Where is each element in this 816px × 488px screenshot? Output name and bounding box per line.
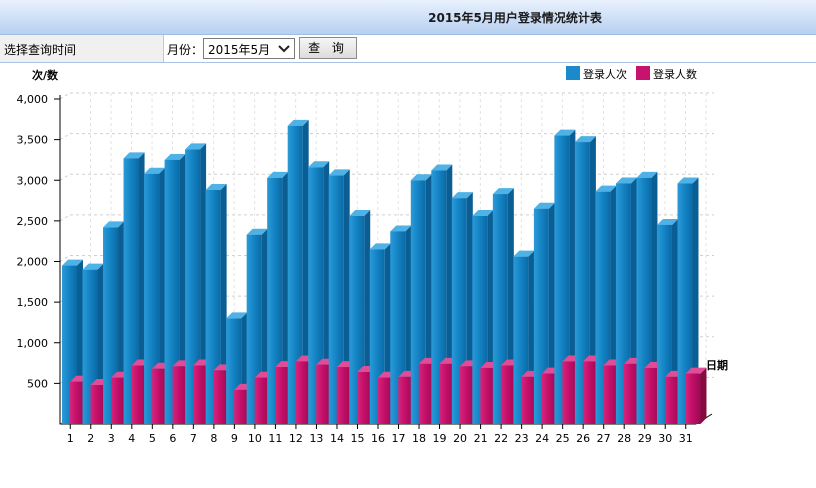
y-axis-title: 次/数 xyxy=(32,68,59,82)
x-tick-label: 5 xyxy=(149,432,156,445)
x-tick-label: 17 xyxy=(392,432,406,445)
x-tick-label: 12 xyxy=(289,432,303,445)
bar-visits xyxy=(636,171,658,424)
query-bar: 选择查询时间 xyxy=(0,35,816,63)
legend-label-users: 登录人数 xyxy=(653,67,697,81)
bar-visits xyxy=(574,136,596,424)
x-tick-label: 10 xyxy=(248,432,262,445)
x-tick-label: 29 xyxy=(638,432,652,445)
x-tick-label: 24 xyxy=(535,432,549,445)
x-tick-label: 22 xyxy=(494,432,508,445)
x-tick-label: 11 xyxy=(268,432,282,445)
x-tick-label: 2 xyxy=(87,432,94,445)
bar-visits xyxy=(205,184,227,424)
x-tick-label: 25 xyxy=(556,432,570,445)
x-tick-label: 20 xyxy=(453,432,467,445)
legend-swatch-users xyxy=(636,66,650,80)
x-tick-label: 28 xyxy=(617,432,631,445)
grid-line xyxy=(59,255,71,262)
chevron-down-icon xyxy=(278,45,290,53)
y-tick-label: 4,000 xyxy=(17,93,49,106)
x-tick-label: 4 xyxy=(128,432,135,445)
x-tick-label: 15 xyxy=(350,432,364,445)
grid-line xyxy=(59,295,71,303)
legend: 登录人次 登录人数 xyxy=(566,66,697,81)
y-tick-label: 2,000 xyxy=(17,256,49,269)
grid-line xyxy=(59,336,71,344)
y-tick-label: 500 xyxy=(27,377,48,390)
x-tick-label: 9 xyxy=(231,432,238,445)
bar-visits xyxy=(554,129,576,424)
x-tick-label: 27 xyxy=(597,432,611,445)
x-tick-label: 14 xyxy=(330,432,344,445)
bar-visits xyxy=(123,152,145,424)
grid-line xyxy=(59,92,71,100)
bar-visits xyxy=(267,171,289,424)
grid-line xyxy=(59,214,71,222)
month-select[interactable]: 2015年5月 xyxy=(203,38,295,59)
y-tick-label: 3,000 xyxy=(17,174,49,187)
x-axis-title: 日期 xyxy=(706,358,728,372)
x-tick-label: 13 xyxy=(309,432,323,445)
x-tick-label: 31 xyxy=(679,432,693,445)
x-tick-label: 1 xyxy=(67,432,74,445)
grid-line xyxy=(59,133,71,141)
month-label: 月份： xyxy=(167,43,204,57)
bar-visits xyxy=(164,153,186,424)
bar-users xyxy=(685,367,707,424)
grid-line xyxy=(59,376,71,384)
x-tick-label: 18 xyxy=(412,432,426,445)
x-tick-label: 23 xyxy=(515,432,529,445)
query-button[interactable]: 查 询 xyxy=(299,37,357,59)
y-tick-label: 2,500 xyxy=(17,215,49,228)
y-tick-label: 1,000 xyxy=(17,337,49,350)
bar-visits xyxy=(144,167,166,424)
query-label: 选择查询时间 xyxy=(4,43,77,57)
x-tick-label: 6 xyxy=(169,432,176,445)
legend-swatch-visits xyxy=(566,66,580,80)
title-bar: 2015年5月用户登录情况统计表 xyxy=(0,0,816,35)
bar-visits xyxy=(287,119,309,424)
y-tick-label: 3,500 xyxy=(17,134,49,147)
grid-line xyxy=(59,173,71,181)
month-select-value: 2015年5月 xyxy=(208,43,271,57)
bar-visits xyxy=(185,143,207,424)
x-tick-label: 19 xyxy=(433,432,447,445)
x-tick-label: 16 xyxy=(371,432,385,445)
query-label-cell: 选择查询时间 xyxy=(0,35,164,62)
x-tick-label: 3 xyxy=(108,432,115,445)
bar-visits xyxy=(328,169,350,424)
bar-visits xyxy=(677,177,699,424)
x-tick-label: 26 xyxy=(576,432,590,445)
x-tick-label: 8 xyxy=(210,432,217,445)
x-tick-label: 30 xyxy=(658,432,672,445)
bar-visits xyxy=(308,161,330,424)
page-title: 2015年5月用户登录情况统计表 xyxy=(428,11,602,25)
legend-label-visits: 登录人次 xyxy=(583,67,627,81)
x-tick-label: 21 xyxy=(474,432,488,445)
y-tick-label: 1,500 xyxy=(17,296,49,309)
x-tick-label: 7 xyxy=(190,432,197,445)
